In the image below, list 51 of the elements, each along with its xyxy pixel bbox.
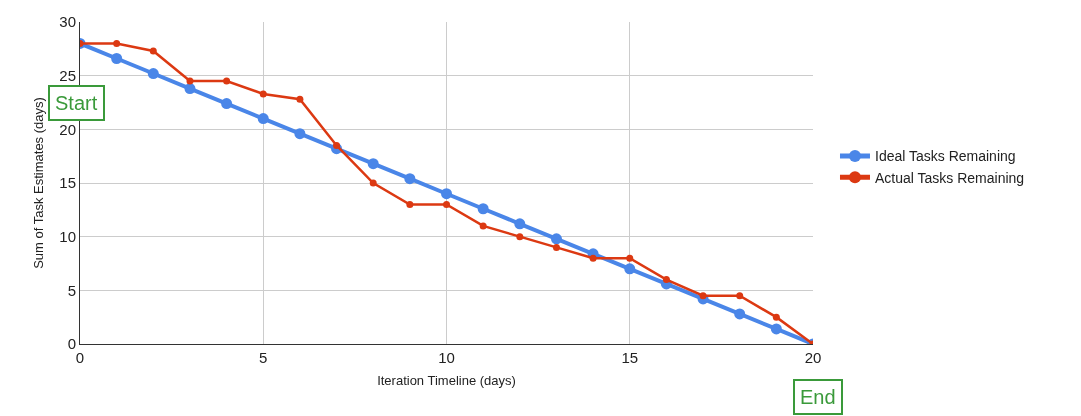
point <box>296 95 304 103</box>
point <box>514 218 526 230</box>
point <box>772 313 780 321</box>
point <box>367 158 379 170</box>
point <box>626 254 634 262</box>
y-axis-title: Sum of Task Estimates (days) <box>31 97 47 269</box>
y-tick-label: 25 <box>59 66 76 84</box>
point <box>294 128 306 140</box>
point <box>479 222 487 230</box>
point <box>662 276 670 284</box>
point <box>184 83 196 95</box>
point <box>550 233 562 245</box>
annotation: Start <box>55 92 98 114</box>
point <box>369 179 377 187</box>
point <box>734 308 746 320</box>
x-tick-label: 20 <box>804 349 822 366</box>
point <box>443 200 450 208</box>
x-tick-label: 5 <box>259 349 268 366</box>
point <box>186 77 194 85</box>
point <box>441 188 452 200</box>
point <box>699 292 707 300</box>
point <box>477 203 489 215</box>
legend-label: Ideal Tasks Remaining <box>874 148 1016 165</box>
point <box>404 173 416 185</box>
point <box>147 68 159 80</box>
point <box>221 98 233 110</box>
y-tick-label: 5 <box>67 281 76 299</box>
point <box>149 47 157 55</box>
point <box>589 254 597 262</box>
point <box>406 200 414 208</box>
x-tick-label: 10 <box>438 349 455 366</box>
point <box>624 263 636 275</box>
point <box>111 52 123 64</box>
text: End <box>800 386 836 408</box>
point <box>333 141 341 149</box>
point <box>736 292 744 300</box>
y-tick-label: 10 <box>59 227 76 245</box>
y-tick-label: 30 <box>59 13 76 31</box>
point <box>770 323 782 335</box>
y-tick-label: 0 <box>67 335 76 353</box>
point <box>552 243 560 251</box>
point <box>259 90 267 98</box>
point <box>113 39 121 47</box>
point <box>223 77 231 85</box>
point <box>516 233 524 241</box>
y-tick-label: 15 <box>59 174 76 192</box>
y-tick-label: 20 <box>59 120 76 138</box>
x-axis-title: Iteration Timeline (days) <box>377 372 516 388</box>
point <box>257 113 269 125</box>
legend-label: Actual Tasks Remaining <box>874 169 1025 186</box>
x-tick-label: 15 <box>621 349 639 366</box>
